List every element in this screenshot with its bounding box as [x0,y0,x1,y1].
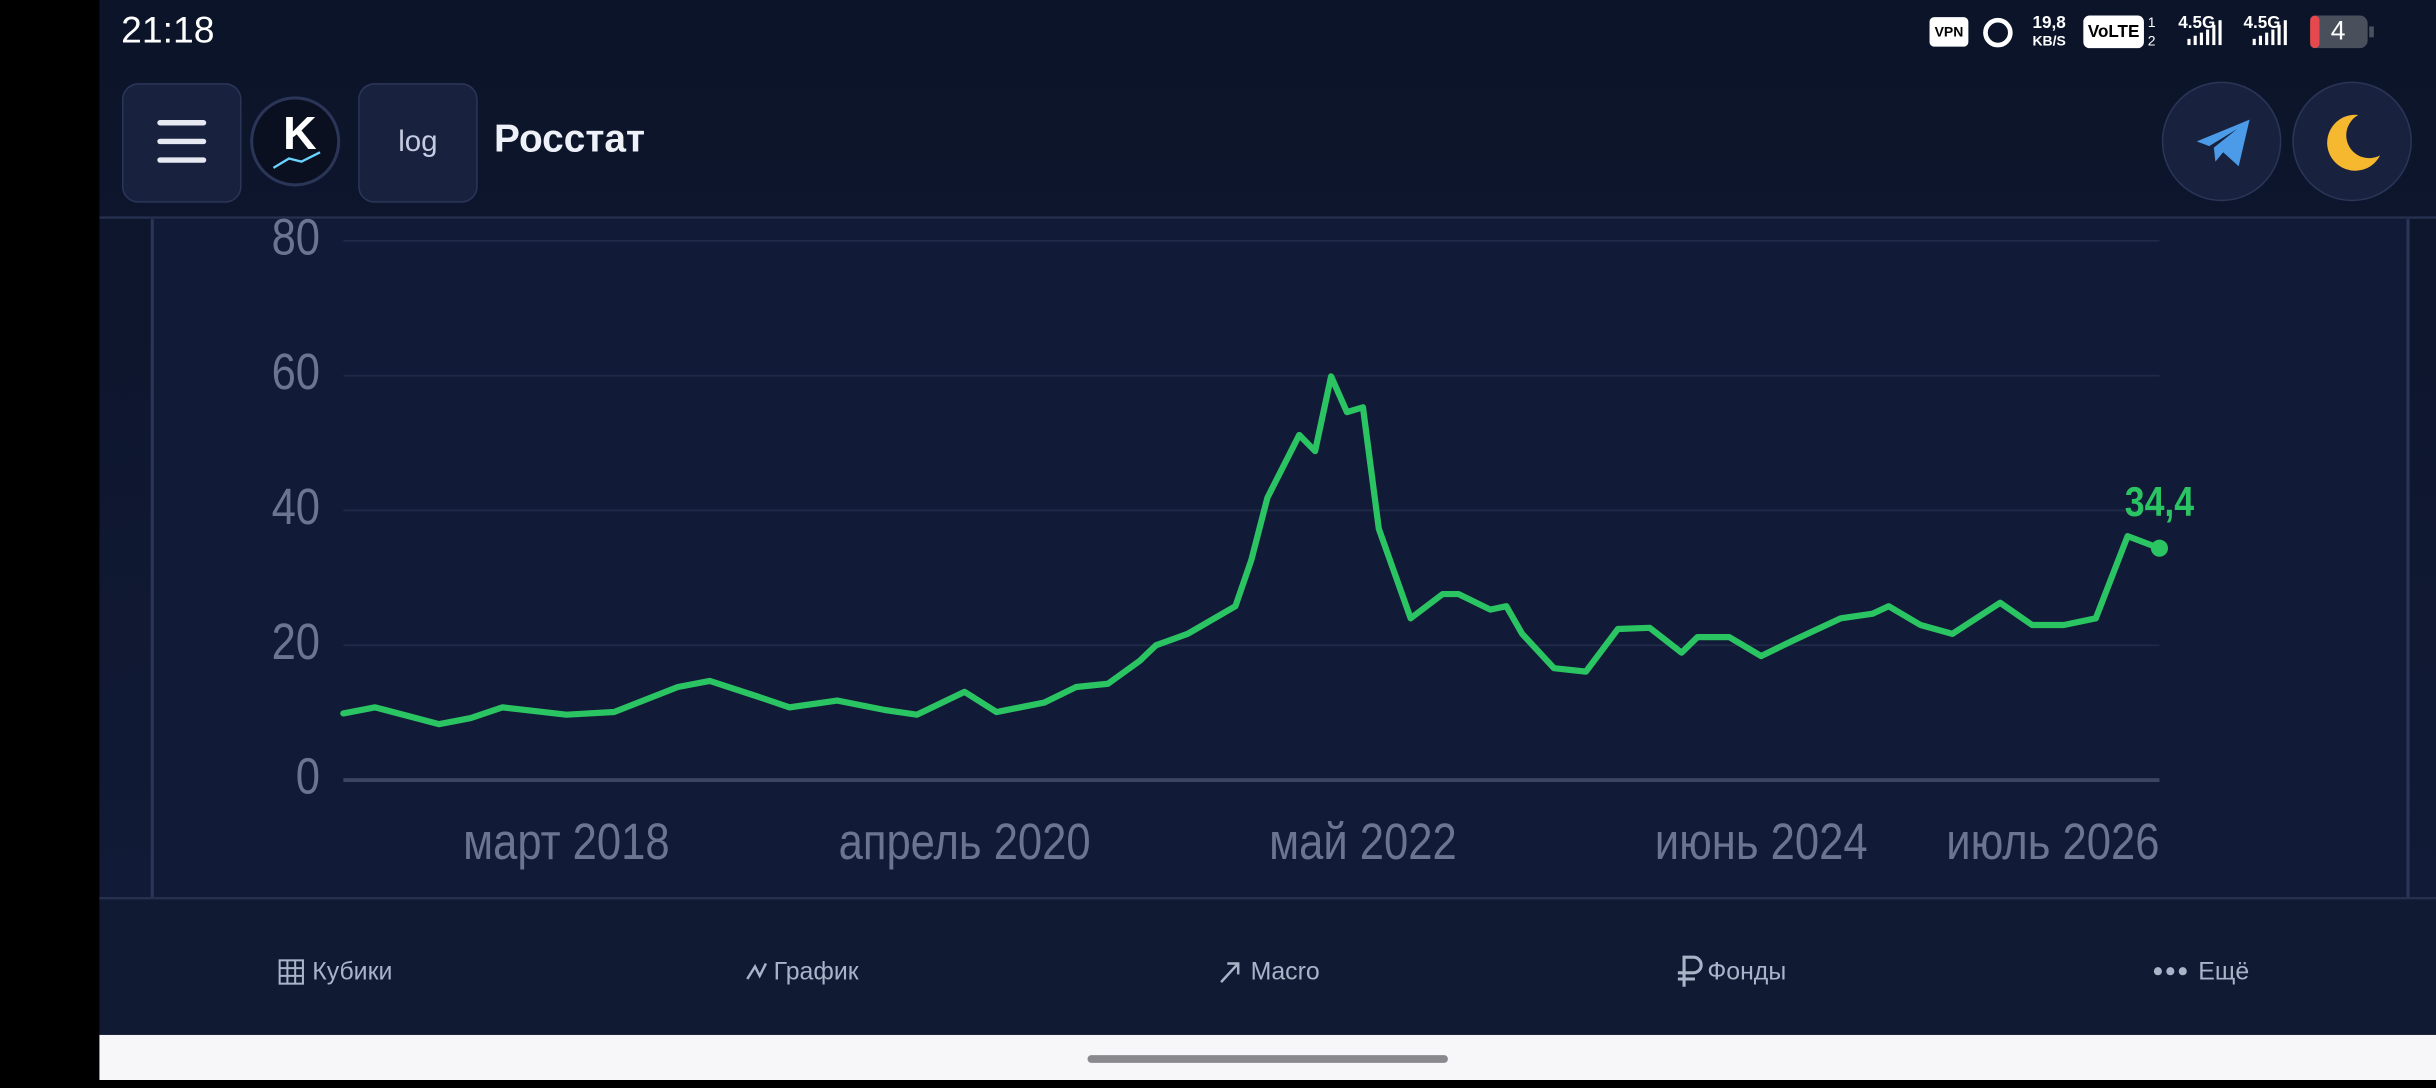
log-button-label: log [398,125,437,158]
network-type: 4.5G [2243,13,2280,32]
vpn-text: VPN [1935,23,1964,39]
alarm-icon [1983,17,2013,48]
telegram-icon [2196,119,2250,167]
x-tick-label: май 2022 [1269,814,1457,871]
gesture-bar [1087,1055,1448,1063]
logo-chart [272,151,321,169]
volte-badge [2083,15,2144,49]
nav-item[interactable]: График [774,957,859,985]
speed-unit: KB/S [2032,33,2065,49]
theme-button[interactable] [2292,81,2412,202]
x-tick-label: июль 2026 [1946,814,2159,871]
y-tick-label: 80 [272,209,320,266]
x-tick-label: июнь 2024 [1655,814,1868,871]
ruble-icon [1677,955,1703,987]
y-tick-label: 0 [296,748,320,805]
chart-panel [152,219,2409,899]
nav-item[interactable]: Macro [1251,957,1320,985]
network-type: 4.5G [2178,13,2215,32]
volte-text: VoLTE [2088,22,2140,41]
grid-icon [278,959,304,985]
logo[interactable] [250,96,341,187]
page-title: Росстат [494,118,645,161]
battery-text: 4 [2331,16,2346,46]
moon-icon [2327,114,2381,171]
clock: 21:18 [121,8,214,50]
sim-slot: 2 [2148,33,2156,49]
vpn-badge [1929,17,1969,47]
end-point [2150,539,2169,557]
battery-level [2310,15,2320,49]
nav-item[interactable]: Фонды [1707,957,1786,985]
left-strip [0,0,100,1081]
y-tick-label: 40 [272,479,320,536]
y-tick-label: 60 [272,344,320,401]
data-line [340,373,2163,728]
chart-icon [746,962,768,980]
signal-icons [2187,20,2287,46]
logo-letter: K [283,107,317,159]
menu-icon [157,120,207,163]
sim-slot: 1 [2148,14,2156,30]
battery-tip [2369,26,2374,38]
y-tick-label: 20 [272,614,320,671]
bottom-nav [99,898,2436,1035]
more-icon [2153,967,2187,976]
speed: 19,8 [2033,13,2066,32]
nav-item[interactable]: Ещё [2198,957,2249,985]
arrow-icon [1220,962,1240,983]
log-button[interactable] [358,83,478,203]
x-tick-label: апрель 2020 [839,814,1091,871]
value-label: 34,4 [2125,479,2195,525]
x-tick-label: март 2018 [463,814,669,871]
telegram-button[interactable] [2161,81,2282,202]
battery [2310,15,2368,49]
plot: 0 20 40 60 80 март 2018 апрель 2020 май 2022 июн… [272,209,2195,871]
nav-item[interactable]: Кубики [312,957,392,985]
